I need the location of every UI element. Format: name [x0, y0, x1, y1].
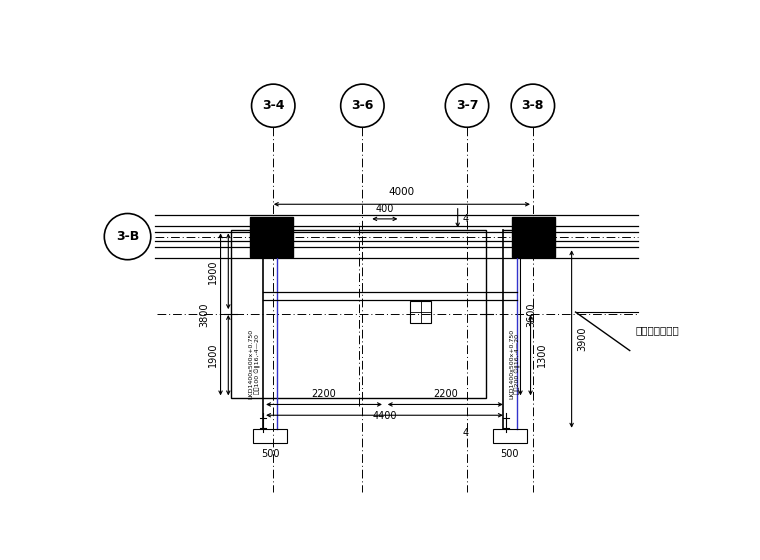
Bar [493, 429, 527, 443]
Text: 400: 400 [375, 203, 394, 213]
Bar [512, 217, 555, 256]
Text: 1300: 1300 [537, 343, 546, 367]
Bar [250, 217, 293, 256]
Bar [230, 231, 486, 398]
Text: 地下室顶板边缘: 地下室顶板边缘 [636, 325, 679, 335]
Text: 1900: 1900 [208, 343, 218, 367]
Text: 3-7: 3-7 [456, 99, 478, 112]
Text: 4000: 4000 [389, 188, 415, 197]
Text: 3-B: 3-B [116, 230, 139, 243]
Bar [410, 301, 432, 323]
Text: LKD1400x500x+0.750
化筑100 ∅‖16,-4—20: LKD1400x500x+0.750 化筑100 ∅‖16,-4—20 [249, 329, 261, 399]
Text: 2200: 2200 [312, 389, 337, 399]
Text: LKD1400x500x+0.750
化筑200 ∅‖16,-4—20: LKD1400x500x+0.750 化筑200 ∅‖16,-4—20 [509, 329, 521, 399]
Text: 3600: 3600 [526, 302, 536, 326]
Text: 4: 4 [462, 214, 468, 224]
Text: 3-8: 3-8 [521, 99, 544, 112]
Text: 3-4: 3-4 [262, 99, 284, 112]
Text: 3800: 3800 [200, 302, 210, 326]
Text: 500: 500 [500, 449, 519, 459]
Text: 1900: 1900 [208, 259, 218, 283]
Text: 3-6: 3-6 [351, 99, 374, 112]
Text: 3900: 3900 [577, 327, 587, 351]
Text: 500: 500 [261, 449, 280, 459]
Text: 2200: 2200 [433, 389, 458, 399]
Text: 4400: 4400 [372, 410, 397, 421]
Bar [253, 429, 287, 443]
Text: 4: 4 [462, 428, 468, 438]
